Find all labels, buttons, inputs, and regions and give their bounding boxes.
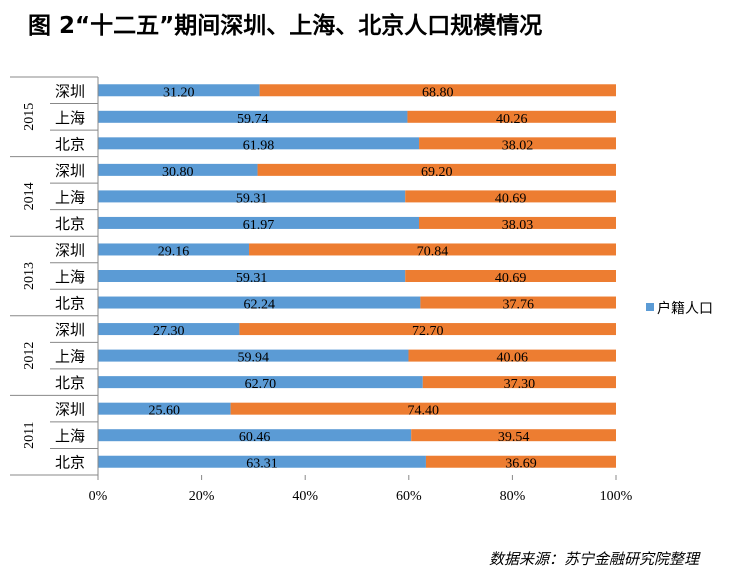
city-label: 深圳	[55, 241, 85, 259]
data-label: 39.54	[498, 430, 530, 445]
city-label: 深圳	[55, 401, 85, 419]
data-label: 31.20	[163, 85, 195, 100]
data-label: 70.84	[417, 244, 449, 259]
bar-series-b	[257, 163, 616, 176]
bar-series-b	[419, 137, 616, 150]
city-label: 北京	[55, 135, 85, 153]
data-label: 29.16	[158, 244, 190, 259]
bar-series-a	[98, 376, 423, 389]
legend-label: 户籍人口	[657, 300, 713, 317]
data-label: 68.80	[422, 85, 454, 100]
data-label: 63.31	[246, 457, 278, 472]
year-label: 2011	[22, 421, 37, 448]
legend-swatch	[646, 303, 654, 311]
year-label: 2014	[22, 182, 37, 210]
city-label: 北京	[55, 215, 85, 233]
data-label: 38.02	[502, 138, 534, 153]
x-tick-label: 80%	[500, 489, 526, 504]
data-label: 40.69	[495, 191, 527, 206]
data-label: 60.46	[239, 430, 271, 445]
data-label: 30.80	[162, 165, 194, 180]
data-label: 62.24	[243, 298, 275, 313]
city-label: 上海	[55, 188, 85, 206]
city-label: 深圳	[55, 321, 85, 339]
bar-series-b	[259, 84, 616, 97]
bar-series-b	[249, 243, 616, 256]
bar-series-a	[98, 402, 231, 415]
bar-series-b	[239, 323, 616, 336]
bar-series-b	[419, 216, 616, 229]
bar-series-a	[98, 190, 406, 203]
bar-series-b	[420, 296, 616, 309]
bar-series-a	[98, 349, 409, 362]
city-label: 上海	[55, 268, 85, 286]
bar-series-b	[408, 349, 616, 362]
bar-series-a	[98, 270, 406, 282]
bar-series-a	[98, 323, 240, 336]
data-label: 61.98	[243, 138, 275, 153]
bar-series-a	[98, 137, 420, 150]
data-label: 27.30	[153, 324, 185, 339]
data-label: 59.94	[237, 351, 269, 366]
city-label: 深圳	[55, 162, 85, 180]
data-label: 38.03	[502, 218, 534, 233]
bar-series-a	[98, 243, 250, 256]
data-label: 69.20	[421, 165, 453, 180]
bar-series-b	[230, 402, 616, 415]
bar-series-a	[98, 216, 420, 229]
x-tick-label: 20%	[189, 489, 215, 504]
data-label: 59.74	[237, 112, 269, 127]
x-tick-label: 0%	[89, 489, 108, 504]
bar-series-b	[407, 110, 616, 123]
bar-series-a	[98, 455, 426, 468]
data-label: 74.40	[408, 404, 440, 419]
x-tick-label: 40%	[292, 489, 318, 504]
source-note: 数据来源：苏宁金融研究院整理	[488, 550, 699, 568]
data-label: 72.70	[412, 324, 444, 339]
bar-series-b	[405, 270, 616, 282]
bar-series-b	[422, 376, 616, 389]
data-label: 40.69	[495, 271, 527, 286]
bar-series-a	[98, 296, 421, 309]
bar-series-b	[411, 429, 616, 442]
data-label: 25.60	[149, 404, 181, 419]
year-label: 2012	[22, 342, 37, 370]
data-label: 40.06	[496, 351, 528, 366]
city-label: 北京	[55, 454, 85, 472]
bar-series-b	[425, 455, 616, 468]
data-label: 37.76	[502, 298, 534, 313]
data-label: 61.97	[243, 218, 275, 233]
bar-series-a	[98, 110, 408, 123]
bar-series-b	[405, 190, 616, 203]
bar-series-a	[98, 84, 260, 97]
data-label: 37.30	[504, 377, 536, 392]
data-label: 59.31	[236, 191, 268, 206]
data-label: 40.26	[496, 112, 528, 127]
data-label: 62.70	[245, 377, 277, 392]
city-label: 上海	[55, 427, 85, 445]
bar-series-a	[98, 163, 258, 176]
city-label: 北京	[55, 374, 85, 392]
x-tick-label: 60%	[396, 489, 422, 504]
city-label: 上海	[55, 348, 85, 366]
data-label: 59.31	[236, 271, 268, 286]
chart-title: 图 2“十二五”期间深圳、上海、北京人口规模情况	[28, 13, 543, 39]
city-label: 深圳	[55, 82, 85, 100]
x-tick-label: 100%	[600, 489, 633, 504]
year-label: 2013	[22, 262, 37, 290]
data-label: 36.69	[505, 457, 537, 472]
city-label: 北京	[55, 295, 85, 313]
city-label: 上海	[55, 109, 85, 127]
bar-series-a	[98, 429, 412, 442]
year-label: 2015	[22, 103, 37, 131]
